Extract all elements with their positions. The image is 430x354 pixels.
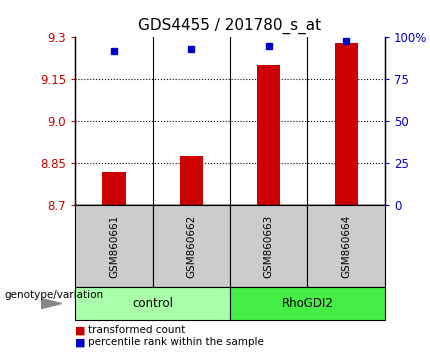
Text: ■: ■ <box>75 337 86 347</box>
Text: transformed count: transformed count <box>88 325 185 335</box>
Text: percentile rank within the sample: percentile rank within the sample <box>88 337 264 347</box>
Polygon shape <box>41 298 61 309</box>
Bar <box>335 43 358 205</box>
Text: genotype/variation: genotype/variation <box>4 290 104 300</box>
Text: GSM860662: GSM860662 <box>186 215 197 278</box>
Text: GSM860661: GSM860661 <box>109 215 119 278</box>
Title: GDS4455 / 201780_s_at: GDS4455 / 201780_s_at <box>138 18 322 34</box>
Text: ■: ■ <box>75 325 86 335</box>
Text: RhoGDI2: RhoGDI2 <box>282 297 333 310</box>
Text: GSM860664: GSM860664 <box>341 215 351 278</box>
Text: GSM860663: GSM860663 <box>264 215 274 278</box>
Bar <box>257 65 280 205</box>
Bar <box>102 172 126 205</box>
Text: control: control <box>132 297 173 310</box>
Bar <box>180 156 203 205</box>
